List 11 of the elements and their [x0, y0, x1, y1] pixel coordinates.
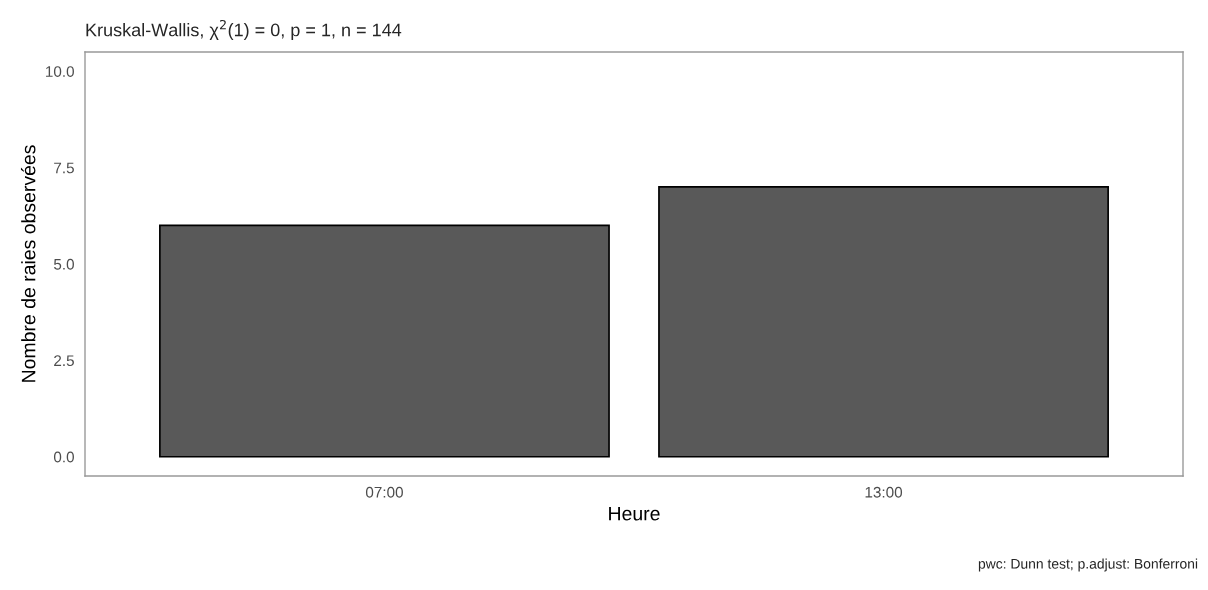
y-tick-label: 2.5 [54, 355, 74, 367]
y-tick-label: 10.0 [46, 66, 74, 77]
y-tick-label: 0.0 [53, 451, 74, 463]
y-tick-label: 5.0 [53, 258, 74, 270]
y-tick-label: 7.5 [54, 162, 74, 174]
x-tick-label: 13:00 [865, 486, 903, 498]
text: pwc: Dunn test; p.adjust: Bonferroni [978, 558, 1198, 572]
x-tick-label: 07:00 [365, 486, 403, 498]
chart-title: Kruskal-Wallis, χ$^{2}$(1) = 0, p = 1, n = 144 [86, 19, 402, 40]
x-axis-title: Heure [609, 506, 660, 521]
y-axis-title: Nombre de raies observées [20, 145, 36, 382]
